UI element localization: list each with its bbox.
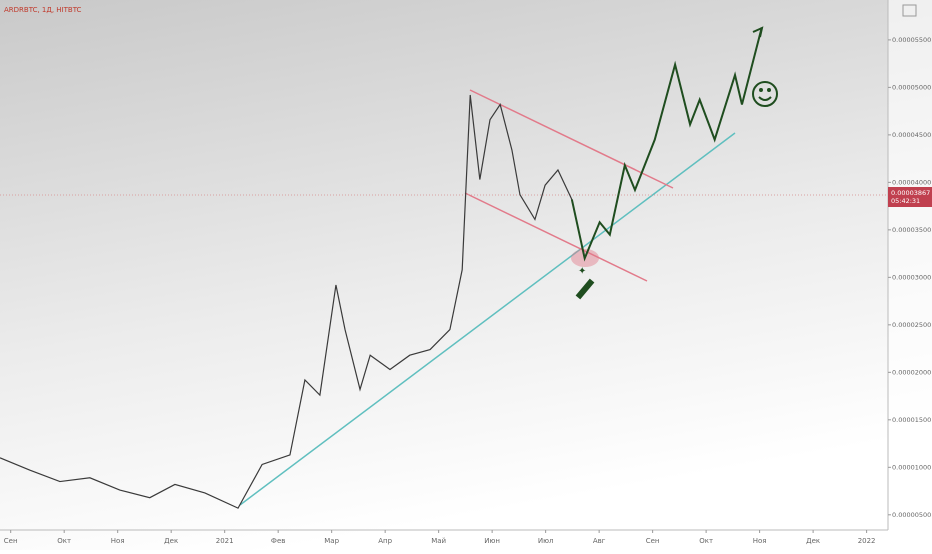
y-tick-label: 0.00003000	[892, 273, 931, 281]
y-tick-label: 0.00002000	[892, 368, 931, 376]
y-tick-label: 0.00005500	[892, 36, 931, 44]
y-tick-label: 0.00005000	[892, 83, 931, 91]
x-tick-label: Сен	[4, 537, 18, 545]
price-axis	[888, 0, 932, 550]
x-tick-label: Фев	[271, 537, 285, 545]
y-tick-label: 0.00000500	[892, 511, 931, 519]
price-line	[0, 94, 573, 509]
settings-icon[interactable]	[902, 4, 917, 17]
current-price-label: 0.00003867	[891, 189, 930, 197]
x-tick-label: Июл	[538, 537, 554, 545]
x-tick-label: Сен	[646, 537, 660, 545]
y-tick-label: 0.00004500	[892, 131, 931, 139]
x-tick-label: 2021	[216, 537, 234, 545]
channel-top	[469, 89, 674, 189]
x-tick-label: Дек	[164, 537, 178, 545]
x-tick-label: 2022	[858, 537, 876, 545]
x-tick-label: Ноя	[111, 537, 125, 545]
y-tick-label: 0.00003500	[892, 226, 931, 234]
x-tick-label: Мар	[324, 537, 339, 545]
y-tick-label: 0.00001500	[892, 416, 931, 424]
smiley	[752, 81, 778, 107]
svg-text:✦: ✦	[578, 266, 586, 277]
x-tick-label: Авг	[593, 537, 606, 545]
y-tick-label: 0.00001000	[892, 463, 931, 471]
chart-title: ARDRBTC, 1Д, HITBTC	[4, 6, 82, 14]
x-tick-label: Апр	[378, 537, 392, 545]
trend-line	[239, 132, 736, 506]
x-tick-label: Июн	[484, 537, 500, 545]
countdown: 05:42:31	[891, 197, 920, 205]
y-tick-label: 0.00004000	[892, 178, 931, 186]
current-price-box	[888, 186, 932, 207]
pencil-icon: ✦	[575, 266, 595, 300]
x-tick-label: Окт	[699, 537, 713, 545]
x-tick-label: Ноя	[753, 537, 767, 545]
price-line	[570, 27, 763, 262]
x-tick-label: Окт	[57, 537, 71, 545]
y-tick-label: 0.00002500	[892, 321, 931, 329]
x-tick-label: Дек	[806, 537, 820, 545]
x-tick-label: Май	[431, 537, 446, 545]
channel-bottom	[464, 192, 648, 282]
